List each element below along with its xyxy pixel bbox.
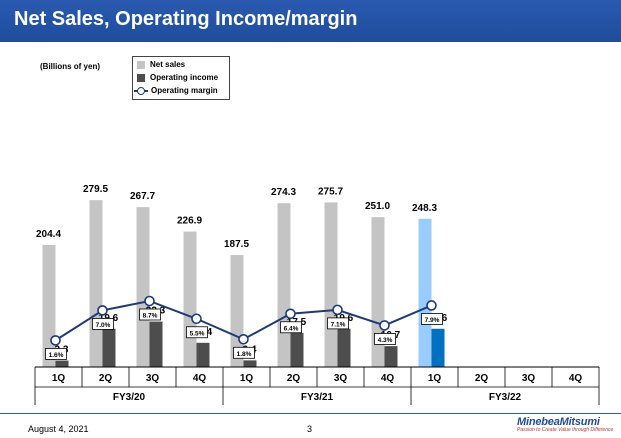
footer-date: August 4, 2021 (28, 424, 89, 434)
x-tick-label: 1Q (52, 373, 66, 384)
operating-income-bar (243, 360, 257, 367)
net-sales-label: 226.9 (177, 216, 202, 227)
net-sales-label: 187.5 (224, 239, 249, 250)
operating-income-swatch (137, 73, 145, 82)
x-tick-label: 2Q (99, 373, 113, 384)
legend-operating-income: Operating income (137, 72, 218, 83)
fiscal-year-label: FY3/20 (113, 392, 146, 403)
operating-margin-line-icon (134, 86, 148, 95)
operating-margin-point (426, 300, 437, 311)
operating-margin-label-box (421, 313, 443, 325)
fiscal-year-label: FY3/22 (489, 392, 522, 403)
legend-operating-margin-label: Operating margin (151, 86, 218, 95)
legend-operating-margin: Operating margin (134, 85, 218, 96)
net-sales-bar (136, 207, 150, 367)
operating-margin-point (238, 333, 249, 345)
operating-income-bar (431, 328, 445, 367)
operating-margin-label-box (45, 348, 67, 360)
chart-legend: Net sales Operating income Operating mar… (132, 56, 230, 100)
operating-margin-point (285, 308, 296, 320)
operating-income-bar (102, 328, 116, 367)
operating-margin-point (144, 295, 155, 307)
legend-net-sales: Net sales (137, 59, 185, 70)
operating-margin-label: 1.8% (237, 351, 252, 358)
company-logo: MinebeaMitsumi Passion to Create Value t… (517, 416, 613, 433)
net-sales-label: 251.0 (365, 201, 390, 212)
operating-margin-label-box (280, 321, 302, 334)
footer-divider (0, 413, 621, 414)
operating-margin-point (97, 305, 108, 316)
x-tick-label: 4Q (381, 373, 395, 384)
x-tick-label: 2Q (287, 373, 301, 384)
x-tick-label: 3Q (146, 373, 160, 384)
operating-margin-point (332, 304, 343, 316)
net-sales-label: 274.3 (271, 187, 296, 198)
net-sales-label: 204.4 (36, 229, 61, 240)
x-tick-label: 3Q (334, 373, 348, 384)
operating-margin-label: 1.6% (49, 352, 64, 359)
operating-margin-label: 7.0% (96, 322, 111, 329)
operating-income-bar (55, 360, 69, 367)
operating-margin-label: 7.9% (425, 317, 440, 324)
operating-margin-point (191, 313, 202, 325)
operating-income-bar (384, 346, 398, 367)
operating-margin-label: 7.1% (331, 321, 346, 328)
page-number: 3 (307, 424, 313, 434)
x-tick-label: 1Q (240, 373, 254, 384)
net-sales-bar (277, 203, 291, 367)
operating-margin-label-box (186, 326, 208, 339)
net-sales-label: 279.5 (83, 184, 108, 195)
operating-margin-label: 8.7% (143, 313, 158, 320)
fiscal-year-label: FY3/21 (301, 392, 334, 403)
operating-margin-label-box (374, 333, 396, 345)
operating-income-bar (196, 342, 210, 367)
net-sales-bar (324, 202, 338, 367)
net-sales-bar (183, 231, 197, 367)
operating-margin-label-box (139, 308, 161, 321)
unit-label: (Billions of yen) (40, 62, 100, 71)
operating-income-bar (290, 332, 304, 367)
title-bar: Net Sales, Operating Income/margin (0, 0, 621, 42)
operating-margin-label: 4.3% (378, 337, 393, 344)
operating-margin-label: 6.4% (284, 325, 299, 332)
logo-tagline: Passion to Create Value through Differen… (517, 427, 614, 433)
x-tick-label: 2Q (475, 373, 489, 384)
legend-net-sales-label: Net sales (150, 60, 186, 69)
net-sales-swatch (137, 60, 145, 69)
net-sales-bar (418, 218, 432, 367)
net-sales-bar (89, 200, 103, 367)
x-tick-label: 4Q (569, 373, 583, 384)
net-sales-label: 267.7 (130, 191, 155, 202)
operating-income-bar (337, 328, 351, 367)
x-tick-label: 3Q (522, 373, 536, 384)
page-title: Net Sales, Operating Income/margin (14, 8, 358, 30)
net-sales-label: 275.7 (318, 186, 343, 197)
operating-margin-label-box (327, 317, 349, 330)
operating-margin-label-box (92, 318, 114, 330)
operating-margin-label-box (233, 346, 255, 359)
x-tick-label: 4Q (193, 373, 207, 384)
operating-margin-label: 5.5% (190, 330, 205, 337)
sales-income-chart: 204.43.3279.519.6267.723.3226.912.4187.5… (34, 184, 600, 405)
operating-margin-point (50, 335, 61, 346)
x-tick-label: 1Q (428, 373, 442, 384)
operating-margin-point (379, 320, 390, 331)
net-sales-label: 248.3 (412, 203, 437, 214)
legend-operating-income-label: Operating income (150, 73, 219, 82)
operating-income-bar (149, 321, 163, 367)
logo-wordmark: MinebeaMitsumi (517, 416, 600, 428)
